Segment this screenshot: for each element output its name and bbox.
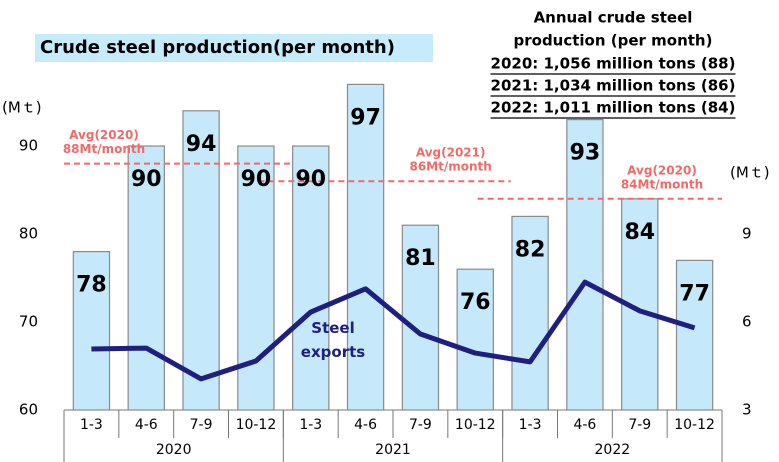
reference-label: 88Mt/month — [63, 142, 145, 156]
reference-label: Avg(2021) — [416, 146, 486, 160]
reference-label: 86Mt/month — [409, 160, 491, 174]
annotation-title: production (per month) — [514, 32, 713, 50]
y2-axis-label: (Mｔ) — [730, 164, 770, 182]
x-tick-label: 10-12 — [455, 417, 496, 433]
x-tick-label: 1-3 — [80, 417, 103, 433]
x-tick-label: 1-3 — [519, 417, 542, 433]
reference-label: 84Mt/month — [621, 177, 703, 191]
value-label: 97 — [350, 105, 381, 130]
bar — [621, 198, 659, 411]
line-series — [91, 279, 696, 382]
bar — [182, 110, 220, 411]
value-label: 82 — [515, 237, 546, 262]
bar — [566, 118, 604, 411]
title-background — [35, 34, 433, 62]
y2-tick-label: 3 — [742, 401, 752, 419]
bar — [675, 259, 714, 411]
group-label: 2020 — [156, 442, 192, 458]
y-tick-label: 90 — [19, 137, 38, 155]
annotation-line: 2021: 1,034 million tons (86) — [491, 77, 736, 95]
reference-label: Avg(2020) — [69, 128, 139, 142]
value-label: 93 — [570, 141, 601, 166]
group-label: 2022 — [595, 442, 631, 458]
bar — [456, 268, 494, 411]
value-label: 90 — [295, 167, 326, 192]
reference-label: Avg(2020) — [627, 163, 697, 177]
annotation-title: Annual crude steel — [534, 9, 693, 27]
bar — [511, 215, 549, 411]
value-label: 90 — [241, 167, 272, 192]
y-tick-label: 70 — [19, 313, 38, 331]
x-tick-label: 1-3 — [299, 417, 322, 433]
bar — [346, 83, 385, 411]
x-tick-label: 7-9 — [628, 417, 651, 433]
value-label: 81 — [405, 246, 436, 271]
bar — [401, 224, 440, 411]
value-label: 78 — [76, 273, 107, 298]
series-label: Steel exports — [301, 319, 365, 361]
x-tick-label: 10-12 — [674, 417, 715, 433]
x-tick-label: 7-9 — [190, 417, 213, 433]
value-label: 76 — [460, 290, 491, 315]
y2-tick-label: 6 — [742, 313, 752, 331]
x-tick-label: 7-9 — [409, 417, 432, 433]
value-label: 77 — [679, 281, 710, 306]
x-tick-label: 4-6 — [354, 417, 377, 433]
y-tick-label: 60 — [19, 401, 38, 419]
group-label: 2021 — [375, 442, 411, 458]
chart-title: Crude steel production(per month) — [40, 37, 395, 58]
bar — [127, 145, 165, 411]
value-label: 94 — [186, 132, 217, 157]
x-tick-label: 4-6 — [135, 417, 158, 433]
annotation-line: 2022: 1,011 million tons (84) — [491, 99, 736, 117]
bar — [72, 251, 111, 411]
bar — [292, 145, 330, 411]
value-label: 84 — [624, 220, 655, 245]
y2-tick-label: 9 — [742, 225, 752, 243]
annotation-line: 2020: 1,056 million tons (88) — [491, 55, 736, 73]
y-axis-label: (Mｔ) — [2, 99, 42, 117]
x-tick-label: 10-12 — [236, 417, 277, 433]
x-tick-label: 4-6 — [573, 417, 596, 433]
y-tick-label: 80 — [19, 225, 38, 243]
value-label: 90 — [131, 167, 162, 192]
